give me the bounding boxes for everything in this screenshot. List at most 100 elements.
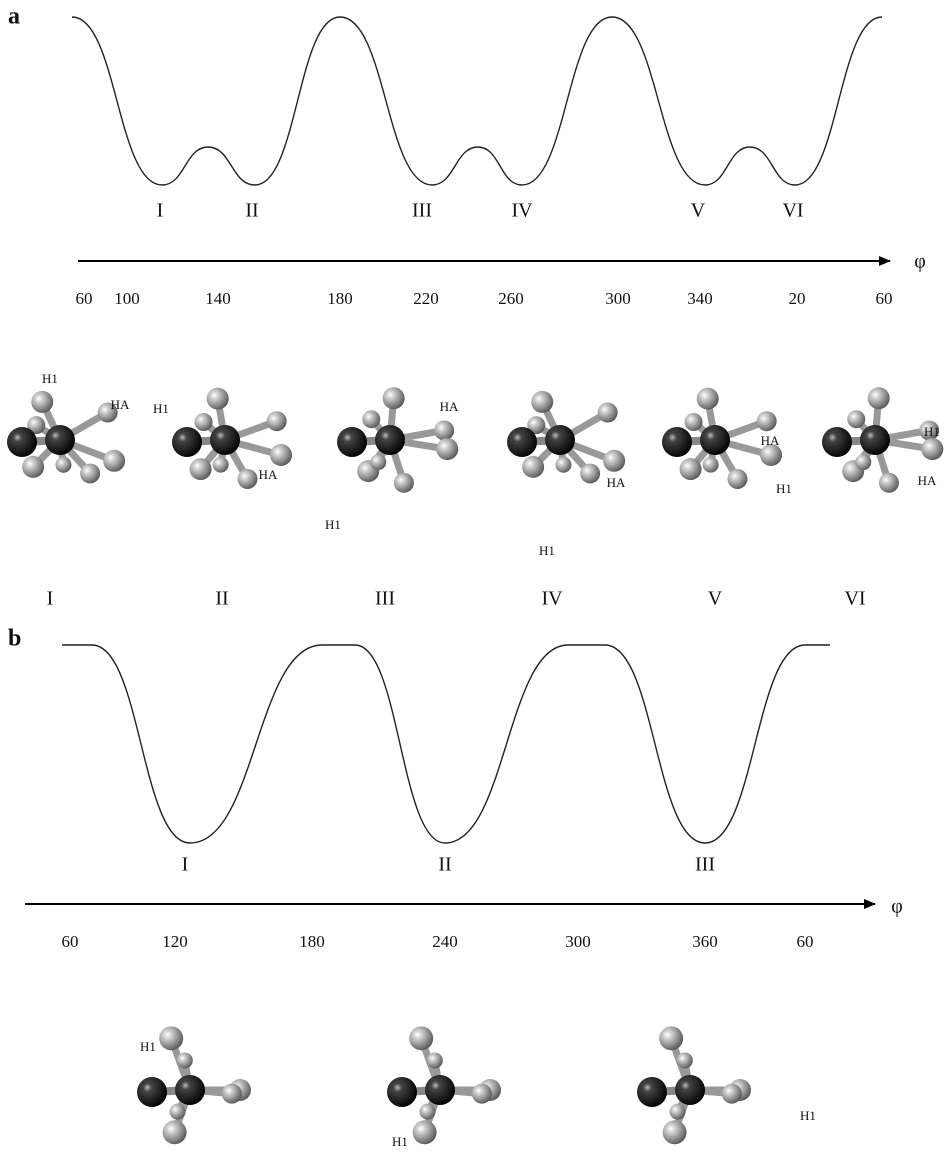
atom — [163, 1120, 187, 1144]
atom — [722, 1084, 742, 1104]
atom — [685, 413, 703, 431]
central-atom — [675, 1075, 705, 1105]
atom — [472, 1084, 492, 1104]
atom — [703, 457, 719, 473]
atom — [370, 454, 386, 470]
atom — [362, 410, 380, 428]
minimum-label: V — [691, 200, 706, 222]
conformer-label: IV — [541, 588, 563, 610]
atom-label: H1 — [800, 1108, 816, 1123]
atom — [222, 1084, 242, 1104]
atom — [80, 463, 100, 483]
atom — [434, 420, 454, 440]
tick-label: 340 — [687, 289, 713, 308]
axis-symbol: φ — [914, 251, 926, 273]
minimum-label: II — [438, 854, 451, 876]
molecule — [7, 391, 125, 484]
atom — [394, 473, 414, 493]
minimum-label: I — [182, 854, 189, 876]
tick-label: 180 — [327, 289, 353, 308]
tick-label: 300 — [605, 289, 631, 308]
atom — [855, 454, 871, 470]
atom — [847, 410, 865, 428]
tick-label: 60 — [76, 289, 93, 308]
heavy-atom — [337, 427, 367, 457]
atom — [22, 456, 44, 478]
energy-curve — [72, 17, 882, 185]
conformer-label: II — [215, 588, 228, 610]
atom — [531, 391, 553, 413]
tick-label: 300 — [565, 932, 591, 951]
tick-label: 360 — [692, 932, 718, 951]
atom — [659, 1026, 683, 1050]
atom — [921, 438, 943, 460]
conformer-label: III — [375, 588, 395, 610]
atom — [598, 403, 618, 423]
heavy-atom — [137, 1077, 167, 1107]
atom — [603, 450, 625, 472]
atom — [728, 469, 748, 489]
minimum-label: VI — [782, 200, 803, 222]
conformer-label: VI — [844, 588, 865, 610]
atom — [868, 387, 890, 409]
central-atom — [375, 425, 405, 455]
heavy-atom — [637, 1077, 667, 1107]
atom-label: H1 — [42, 371, 58, 386]
atom — [663, 1120, 687, 1144]
axis-symbol: φ — [891, 896, 903, 918]
atom — [270, 444, 292, 466]
central-atom — [860, 425, 890, 455]
molecule — [507, 391, 625, 484]
atom — [580, 463, 600, 483]
atom-label: H1 — [776, 481, 792, 496]
energy-curve — [62, 645, 830, 843]
atom — [409, 1026, 433, 1050]
atom-label: H1 — [140, 1039, 156, 1054]
atom — [195, 413, 213, 431]
atom — [522, 456, 544, 478]
atom — [267, 411, 287, 431]
atom — [177, 1052, 193, 1068]
central-atom — [45, 425, 75, 455]
atom — [190, 458, 212, 480]
minimum-label: II — [245, 200, 258, 222]
tick-label: 100 — [114, 289, 140, 308]
atom — [170, 1104, 186, 1120]
atom — [436, 438, 458, 460]
atom-label: HA — [440, 399, 459, 414]
atom — [159, 1026, 183, 1050]
atom-label: HA — [761, 433, 780, 448]
atom — [670, 1104, 686, 1120]
conformer-label: I — [47, 588, 54, 610]
tick-label: 240 — [432, 932, 458, 951]
figure: aIIIIIIIVVVIφ601001401802202603003402060… — [0, 0, 947, 1156]
atom — [383, 387, 405, 409]
atom — [420, 1104, 436, 1120]
tick-label: 140 — [205, 289, 231, 308]
panel-label: a — [8, 4, 20, 30]
heavy-atom — [507, 427, 537, 457]
atom — [555, 457, 571, 473]
molecule — [637, 1026, 751, 1144]
minimum-label: III — [695, 854, 715, 876]
heavy-atom — [387, 1077, 417, 1107]
atom — [757, 411, 777, 431]
atom — [31, 391, 53, 413]
heavy-atom — [662, 427, 692, 457]
atom — [238, 469, 258, 489]
conformer-label: V — [708, 588, 723, 610]
minimum-label: I — [157, 200, 164, 222]
central-atom — [210, 425, 240, 455]
atom — [677, 1052, 693, 1068]
heavy-atom — [7, 427, 37, 457]
atom-label: H1 — [153, 401, 169, 416]
atom — [207, 388, 229, 410]
tick-label: 120 — [162, 932, 188, 951]
atom — [103, 450, 125, 472]
minimum-label: III — [412, 200, 432, 222]
atom-label: H1 — [325, 517, 341, 532]
atom-label: H1 — [392, 1134, 408, 1149]
atom — [413, 1120, 437, 1144]
heavy-atom — [172, 427, 202, 457]
atom-label: HA — [259, 467, 278, 482]
